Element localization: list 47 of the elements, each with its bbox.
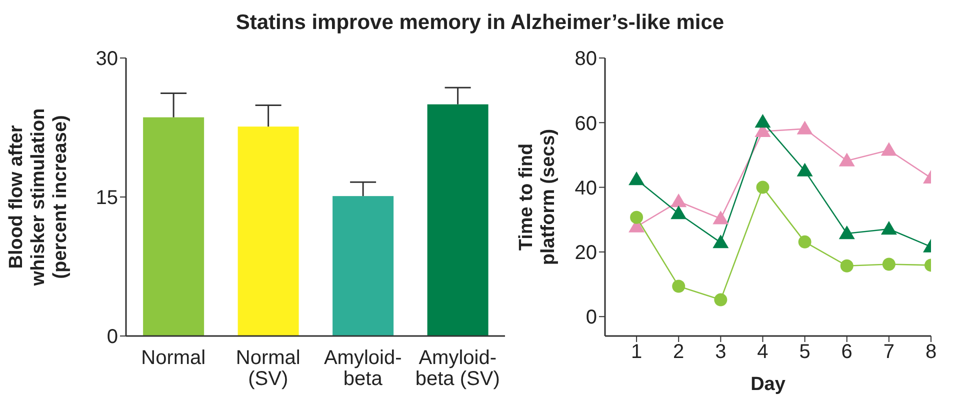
point [796,162,813,176]
point [670,205,687,220]
x-tick-label: Normal (SV) [236,347,300,390]
x-tick-label: 5 [799,341,810,364]
point [670,194,687,208]
point [714,293,728,306]
point [756,180,770,194]
point [838,152,855,166]
x-axis-title: Day [750,374,786,395]
point [880,221,897,235]
y-tick-label: 20 [574,242,597,264]
point [628,172,645,186]
x-tick-label: Normal [141,347,206,369]
x-tick-label: Amyloid-beta (SV) [415,347,500,390]
point [796,120,813,134]
x-tick-label: 8 [925,341,937,364]
point [712,234,729,248]
x-tick-label: Amyloid-beta [324,347,402,390]
point [880,142,897,156]
x-tick-label: 1 [630,341,642,364]
y-tick-label: 15 [96,187,118,210]
point [840,259,854,272]
y-tick-label: 0 [106,326,118,348]
point [838,226,855,240]
point [672,280,686,293]
y-tick-label: 80 [574,48,597,70]
bar [332,196,394,336]
point [882,258,896,271]
x-tick-label: 2 [673,341,684,364]
x-tick-label: 7 [883,341,894,364]
point [712,210,729,224]
x-tick-label: 6 [841,341,852,364]
bar [238,126,299,336]
y-tick-label: 40 [574,177,597,200]
y-axis-title: Time to find platform (secs) [516,128,559,266]
point [798,235,812,248]
bar [143,117,204,336]
y-tick-label: 30 [96,48,118,70]
y-tick-label: 0 [586,306,597,329]
bar [427,104,488,336]
x-tick-label: 4 [757,341,768,364]
point [754,114,771,128]
y-axis-title: Blood flow after whisker stimulation (percent increase) [6,108,71,287]
x-tick-label: 3 [715,341,726,364]
chart-title: Statins improve memory in Alzheimer’s-like mice [234,10,726,36]
point [630,210,644,224]
y-tick-label: 60 [574,112,597,135]
